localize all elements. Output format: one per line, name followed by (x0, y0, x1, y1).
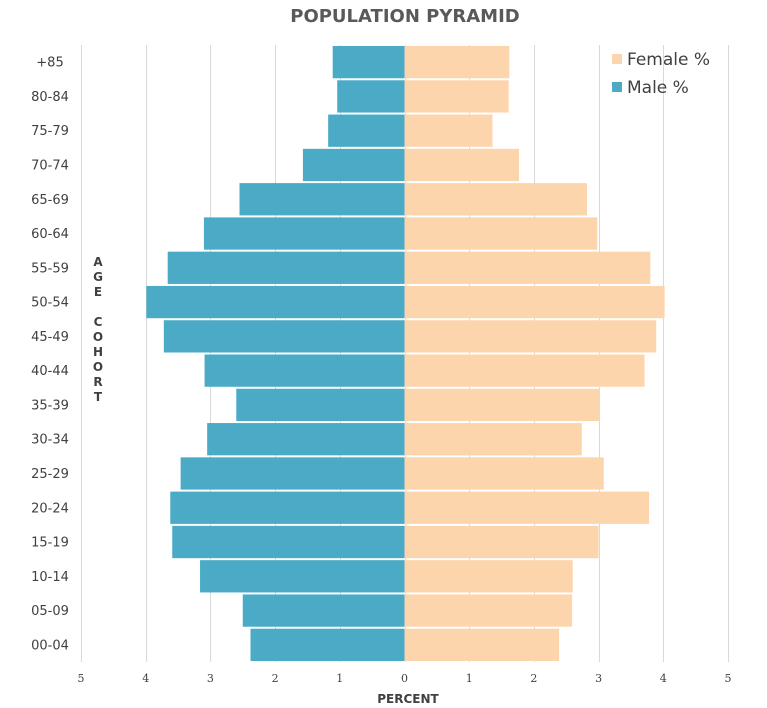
x-tick-label: 5 (78, 672, 85, 685)
male-bar (180, 457, 405, 490)
female-bar (404, 183, 587, 216)
category-label: +85 (36, 56, 63, 71)
female-bar (404, 388, 600, 422)
male-bar (242, 594, 405, 627)
x-tick-label: 2 (530, 672, 537, 685)
female-bar (404, 423, 582, 456)
category-label: 80-84 (31, 90, 69, 105)
male-bar (172, 525, 405, 559)
female-bar (404, 285, 665, 319)
male-bar (250, 628, 405, 661)
female-bar (404, 525, 599, 559)
category-label: 20-24 (31, 501, 69, 516)
category-label: 50-54 (31, 296, 69, 311)
female-bar (404, 320, 657, 353)
x-tick-label: 0 (401, 672, 408, 685)
bars (146, 46, 665, 661)
male-bar (163, 320, 405, 353)
male-bar (146, 285, 405, 319)
category-label: 30-34 (31, 433, 69, 448)
male-bar (239, 183, 405, 216)
gridlines (81, 45, 729, 662)
category-label: 65-69 (31, 193, 69, 208)
male-bar (167, 251, 405, 284)
female-bar (404, 628, 560, 661)
chart-title: POPULATION PYRAMID (290, 6, 519, 27)
female-bar (404, 594, 573, 627)
x-tick-label: 4 (660, 672, 667, 685)
female-bar (404, 251, 651, 284)
male-bar (203, 217, 405, 250)
female-bar (404, 46, 510, 79)
male-bar (200, 560, 405, 593)
female-bar (404, 217, 598, 250)
legend: Female % Male % (612, 50, 710, 98)
x-tick-label: 1 (336, 672, 343, 685)
category-label: 75-79 (31, 124, 69, 139)
x-tick-label: 1 (466, 672, 473, 685)
x-tick-labels: 5 4 3 2 1 0 1 2 3 4 5 (78, 672, 732, 685)
male-bar (170, 491, 405, 524)
category-label: 60-64 (31, 227, 69, 242)
male-bar (332, 46, 405, 79)
legend-swatch (612, 82, 622, 92)
female-bar (404, 148, 520, 182)
female-bar (404, 114, 493, 147)
male-bar (302, 148, 405, 182)
legend-label: Male % (627, 78, 689, 98)
category-label: 70-74 (31, 158, 69, 173)
category-label: 05-09 (31, 604, 69, 619)
female-bar (404, 80, 509, 113)
male-bar (204, 354, 405, 387)
male-bar (207, 423, 405, 456)
female-bar (404, 457, 604, 490)
female-bar (404, 491, 650, 524)
female-bar (404, 354, 645, 387)
x-tick-label: 3 (207, 672, 214, 685)
category-label: 10-14 (31, 570, 69, 585)
x-tick-label: 5 (725, 672, 732, 685)
category-label: 35-39 (31, 398, 69, 413)
category-label: 45-49 (31, 330, 69, 345)
category-labels: +85 80-84 75-79 70-74 65-69 60-64 55-59 50-54 45… (31, 56, 69, 654)
x-tick-label: 4 (142, 672, 149, 685)
category-label: 40-44 (31, 364, 69, 379)
male-bar (337, 80, 405, 113)
legend-swatch (612, 54, 622, 64)
x-tick-label: 3 (595, 672, 602, 685)
female-bar (404, 560, 573, 593)
legend-label: Female % (627, 50, 710, 70)
x-tick-label: 2 (272, 672, 279, 685)
category-label: 15-19 (31, 536, 69, 551)
category-label: 55-59 (31, 261, 69, 276)
male-bar (328, 114, 405, 147)
category-label: 00-04 (31, 638, 69, 653)
x-axis-label: PERCENT (377, 692, 439, 706)
category-label: 25-29 (31, 467, 69, 482)
male-bar (236, 388, 405, 422)
